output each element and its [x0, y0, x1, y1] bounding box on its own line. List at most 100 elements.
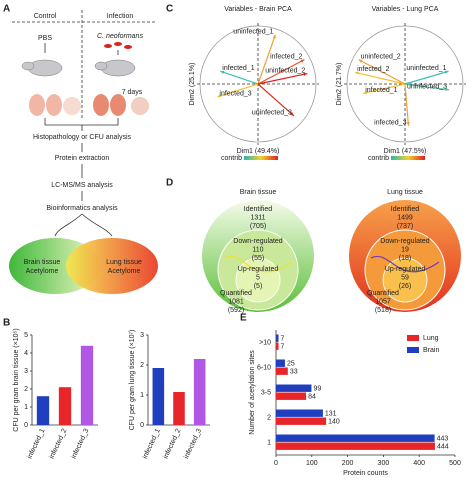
treatment: PBS [38, 35, 52, 42]
y-tick-label: 5 [24, 332, 28, 339]
identified-label: 1499 [397, 214, 413, 221]
panel-label: D [166, 178, 173, 189]
oval-label: Lung tissue [106, 259, 142, 266]
x-axis-label: Protein counts [343, 470, 388, 477]
arrowhead [217, 94, 222, 98]
quantified-label: 1081 [228, 298, 244, 305]
x-tick-label: infected_2 [48, 428, 68, 460]
arrowhead [355, 71, 360, 75]
x-tick-label: 300 [378, 460, 390, 467]
value-label: 99 [313, 385, 321, 392]
oval-label: Brain tissue [24, 259, 61, 266]
x-tick-label: 100 [306, 460, 318, 467]
arrowhead [363, 90, 368, 95]
identified-label: (705) [250, 223, 266, 230]
bar [276, 434, 435, 442]
y-tick-label: 0 [140, 422, 144, 429]
bar [276, 442, 435, 450]
down-label: Down-regulated [233, 238, 283, 245]
y-tick-label: 3 [140, 332, 144, 339]
y-axis-label: Dim2 (21.7%) [336, 63, 343, 106]
pca-title: Variables - Brain PCA [224, 6, 292, 13]
duration: 7 days [122, 89, 143, 96]
arrowhead [272, 34, 276, 39]
arrowhead [444, 70, 449, 74]
treatment: C. neoformans [97, 33, 143, 40]
bar [276, 342, 279, 350]
loading-arrow [363, 83, 406, 94]
up-label: (26) [399, 283, 411, 290]
loading-arrow [354, 71, 406, 85]
up-circle [235, 257, 281, 303]
x-tick-label: 200 [342, 460, 354, 467]
panel-label: C [166, 4, 173, 15]
x-tick-label: infected_2 [162, 428, 182, 460]
bar [276, 359, 285, 367]
fungi [104, 42, 132, 49]
loading-arrow [257, 83, 295, 117]
value-label: 33 [290, 368, 298, 375]
value-label: 7 [281, 343, 285, 350]
y-tick-label: 3-5 [261, 389, 271, 396]
x-tick-label: 500 [449, 460, 461, 467]
value-label: 140 [328, 418, 340, 425]
y-tick-label: 1 [140, 392, 144, 399]
value-label: 443 [437, 435, 449, 442]
y-axis-label: CFU per gram lung tissue (×10⁷) [129, 330, 136, 431]
quantified-label: Quantified [220, 290, 252, 297]
quantified-label: (518) [375, 307, 391, 314]
panel-label: B [3, 318, 10, 329]
up-label: Up-regulated [238, 266, 279, 273]
bar [276, 334, 279, 342]
panel-label: A [3, 4, 10, 15]
oval-label: Acetylome [26, 268, 59, 275]
loading-arrow [404, 83, 410, 126]
step: LC-MS/MS analysis [51, 182, 113, 189]
flow-arrows [54, 143, 113, 237]
bar [193, 359, 206, 425]
arrowhead [220, 70, 225, 75]
vector-label: infected_1 [365, 87, 397, 94]
group-label: Control [34, 13, 57, 20]
up-label: Up-regulated [385, 266, 426, 273]
down-label: Down-regulated [380, 238, 430, 245]
y-tick-label: 1 [24, 404, 28, 411]
bar [58, 387, 72, 425]
mouse [21, 59, 136, 77]
y-axis-label: CFU per gram brain tissue (×10⁵) [13, 328, 20, 431]
vector-label: infected_2 [357, 66, 389, 73]
venn-title: Brain tissue [240, 189, 277, 196]
venn-title: Lung tissue [387, 189, 423, 196]
lung-acetylome [66, 238, 158, 294]
down-label: 110 [252, 246, 263, 253]
contrib-gradient [391, 156, 425, 160]
identified-label: Identified [244, 206, 273, 213]
up-circle [382, 257, 428, 303]
loading-arrow [404, 70, 449, 85]
arrowhead [445, 87, 450, 92]
bar [80, 345, 94, 425]
x-tick-label: infected_1 [26, 428, 46, 460]
legend-label: contrib [368, 155, 389, 162]
arrowhead [406, 122, 410, 126]
vector-label: infected_3 [219, 91, 251, 98]
bar [276, 367, 288, 375]
bar [173, 392, 185, 425]
bar [276, 392, 307, 400]
value-label: 7 [281, 335, 285, 342]
loading-arrow [257, 72, 308, 85]
y-tick-label: 2 [140, 362, 144, 369]
loading-arrow [217, 83, 259, 98]
identified-label: (737) [397, 223, 413, 230]
quantified-label: 1057 [375, 298, 391, 305]
vector-label: infected_1 [222, 65, 254, 72]
step: Bioinformatics analysis [46, 205, 118, 212]
vector-label: uninfected_1 [406, 65, 446, 72]
vector-label: infected_2 [270, 53, 302, 60]
step: Protein extraction [55, 155, 110, 162]
quantified-label: (592) [228, 307, 244, 314]
bar [152, 368, 165, 425]
down-label: 19 [401, 246, 409, 253]
pca-title: Variables - Lung PCA [372, 6, 439, 13]
